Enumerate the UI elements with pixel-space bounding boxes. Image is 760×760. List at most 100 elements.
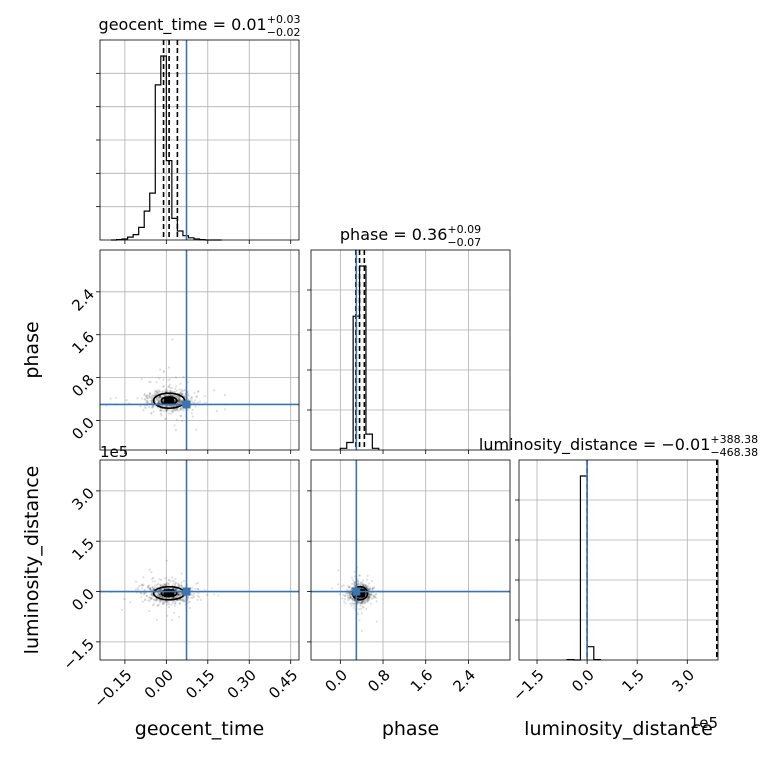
sample-point [344, 602, 347, 605]
y-tick-label: 2.4 [68, 285, 98, 315]
sample-point [159, 368, 162, 371]
sample-point [363, 584, 366, 587]
sample-point [144, 397, 147, 400]
sample-point [349, 596, 352, 600]
sample-point [175, 581, 178, 585]
sample-point [156, 592, 159, 595]
sample-point [156, 406, 159, 409]
sample-point [373, 595, 376, 598]
sample-point [155, 618, 158, 621]
sample-point [167, 385, 170, 388]
sample-point [151, 580, 154, 583]
x-offset-label: 1e5 [690, 714, 718, 732]
sample-point [342, 584, 345, 587]
sample-point [352, 606, 355, 610]
sample-point [357, 582, 360, 586]
sample-point [143, 592, 146, 595]
sample-point [181, 599, 184, 602]
sample-point [368, 596, 371, 599]
sample-point [158, 398, 161, 401]
sample-point [361, 581, 364, 584]
sample-point [159, 595, 162, 598]
sample-point [174, 409, 177, 412]
sample-point [179, 598, 182, 602]
sample-point [190, 412, 193, 415]
sample-point [361, 587, 364, 590]
sample-point [192, 401, 195, 404]
truth-marker [182, 587, 191, 596]
sample-point [366, 600, 370, 603]
sample-point [191, 401, 194, 404]
sample-point [155, 390, 159, 393]
sample-point [192, 592, 195, 596]
sample-point [165, 410, 168, 413]
sample-point [179, 399, 183, 402]
sample-point [147, 586, 150, 590]
sample-point [180, 599, 183, 602]
x-tick-label: 0.30 [224, 666, 260, 702]
sample-point [361, 600, 364, 603]
sample-point [344, 594, 347, 598]
sample-point [151, 401, 154, 404]
sample-point [370, 580, 373, 583]
sample-point [156, 582, 160, 586]
sample-point [375, 592, 378, 596]
sample-point [161, 596, 164, 599]
sample-point [155, 397, 158, 400]
y-tick-label: −1.5 [60, 635, 98, 673]
sample-point [370, 591, 373, 595]
sample-point [175, 595, 178, 599]
sample-point [364, 591, 368, 595]
sample-point [191, 596, 194, 599]
sample-point [353, 604, 356, 607]
sample-point [168, 378, 171, 381]
sample-point [149, 597, 153, 600]
sample-point [157, 401, 160, 404]
sample-point [148, 391, 151, 394]
sample-point [365, 592, 368, 595]
sample-point [109, 397, 112, 400]
sample-point [345, 588, 349, 592]
sample-point [162, 385, 166, 388]
sample-point [198, 596, 201, 599]
sample-point [358, 574, 361, 577]
sample-point [164, 583, 167, 587]
sample-point [360, 601, 363, 604]
sample-point [140, 583, 143, 586]
sample-point [148, 395, 151, 398]
sample-point [151, 585, 154, 588]
sample-point [195, 582, 198, 585]
sample-point [349, 596, 352, 599]
sample-point [367, 588, 370, 591]
sample-point [349, 596, 353, 599]
sample-point [181, 392, 184, 395]
sample-point [123, 597, 126, 601]
sample-point [180, 392, 183, 395]
sample-point [368, 592, 371, 595]
sample-point [160, 588, 163, 591]
sample-point [187, 392, 190, 396]
sample-point [156, 398, 159, 401]
sample-point [165, 597, 168, 600]
sample-point [157, 593, 160, 596]
sample-point [177, 583, 180, 586]
sample-point [148, 393, 152, 396]
sample-point [172, 596, 175, 599]
sample-point [181, 408, 184, 411]
sample-point [369, 602, 372, 605]
sample-point [193, 391, 196, 394]
sample-point [172, 409, 175, 412]
sample-point [177, 400, 180, 403]
sample-point [179, 400, 182, 403]
sample-point [177, 399, 180, 402]
sample-point [372, 595, 375, 598]
sample-point [198, 400, 201, 403]
y-tick-label: 0.8 [68, 371, 98, 401]
sample-point [366, 600, 369, 604]
sample-point [158, 588, 161, 591]
sample-point [157, 396, 160, 399]
sample-point [180, 401, 183, 405]
sample-point [172, 600, 176, 603]
sample-point [176, 396, 179, 399]
